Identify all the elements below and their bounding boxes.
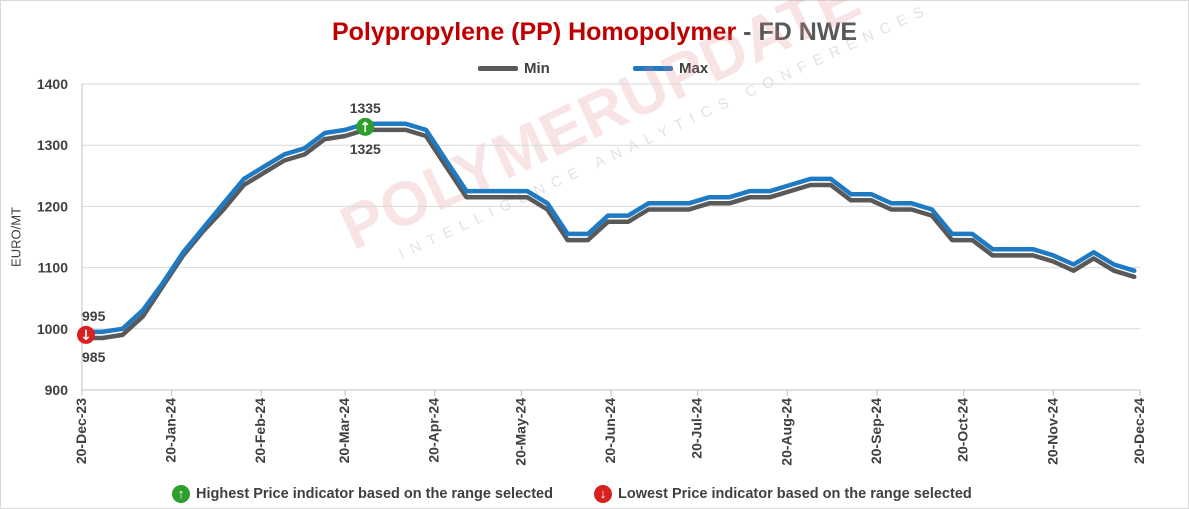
x-tick-label: 20-May-24: [512, 398, 528, 466]
x-tick-label: 20-Dec-24: [1131, 398, 1147, 464]
x-tick-label: 20-Oct-24: [955, 398, 971, 462]
chart-title: Polypropylene (PP) Homopolymer - FD NWE: [0, 18, 1189, 47]
y-tick-label: 900: [45, 382, 69, 398]
legend-item-min: Min: [478, 60, 550, 77]
highest-min-label: 1325: [350, 141, 381, 157]
footer-highest-text: Highest Price indicator based on the ran…: [196, 486, 553, 502]
y-tick-label: 1100: [38, 260, 69, 276]
footer-highest-item: ↑ Highest Price indicator based on the r…: [172, 485, 553, 503]
arrow-up-icon: ↑: [172, 485, 190, 503]
x-tick-label: 20-Feb-24: [252, 398, 268, 464]
series-line-max: [79, 121, 1137, 335]
legend-swatch-min: [478, 66, 518, 71]
chart-title-main: Polypropylene (PP) Homopolymer: [331, 18, 737, 46]
legend-label-max: Max: [679, 60, 709, 77]
lowest-max-label: 995: [82, 308, 106, 324]
chart-title-separator: -: [743, 18, 752, 46]
arrow-down-icon: ↓: [594, 485, 612, 503]
footer-lowest-item: ↓ Lowest Price indicator based on the ra…: [594, 485, 972, 503]
series-line-min: [79, 127, 1137, 341]
x-tick-label: 20-Jun-24: [602, 398, 618, 464]
legend-label-min: Min: [524, 60, 550, 77]
legend-item-max: Max: [633, 60, 708, 77]
x-tick-label: 20-Jan-24: [163, 398, 179, 463]
x-tick-label: 20-Sep-24: [868, 398, 884, 464]
lowest-price-marker: [77, 325, 95, 344]
arrow-down-icon: ↓: [80, 328, 92, 344]
y-tick-label: 1400: [37, 76, 68, 92]
legend-swatch-max: [633, 66, 673, 71]
x-tick-label: 20-Aug-24: [778, 398, 794, 466]
footer-lowest-text: Lowest Price indicator based on the rang…: [618, 486, 972, 502]
lowest-min-label: 985: [82, 349, 106, 365]
x-tick-label: 20-Dec-23: [73, 398, 89, 464]
highest-max-label: 1335: [350, 100, 381, 116]
chart-title-sub: FD NWE: [758, 18, 858, 46]
highest-price-marker: [356, 117, 375, 136]
x-tick-label: 20-Mar-24: [336, 398, 352, 464]
x-tick-label: 20-Jul-24: [689, 398, 705, 459]
y-tick-label: 1300: [37, 137, 68, 153]
x-tick-label: 20-Nov-24: [1044, 398, 1060, 465]
arrow-up-icon: ↑: [359, 120, 371, 136]
y-tick-label: 1000: [37, 321, 68, 337]
y-tick-label: 1200: [37, 198, 68, 214]
x-tick-label: 20-Apr-24: [426, 398, 442, 463]
